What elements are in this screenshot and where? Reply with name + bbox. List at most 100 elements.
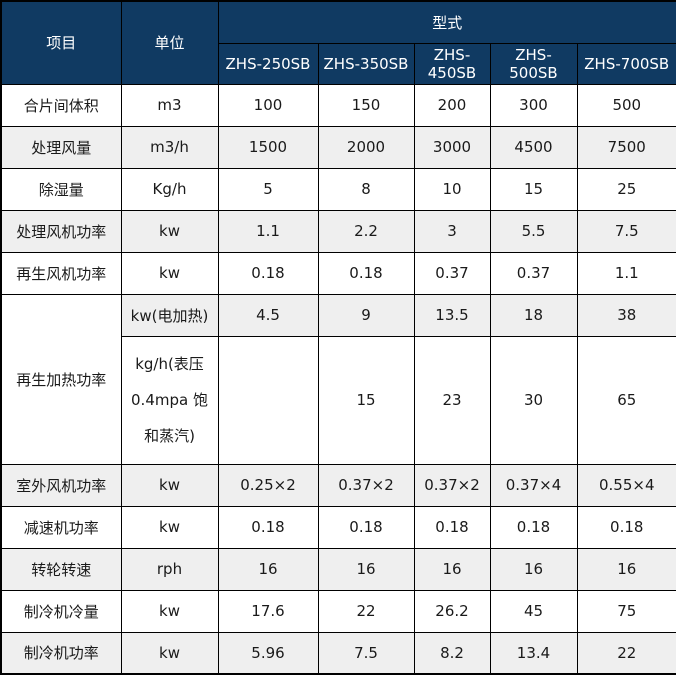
row-unit: kw: [120, 589, 219, 633]
cell-value: 3000: [413, 125, 491, 169]
cell-value: 45: [489, 589, 578, 633]
cell-value: 65: [576, 335, 676, 465]
row-unit: m3: [120, 83, 219, 127]
cell-value: 3: [413, 209, 491, 253]
cell-value: 16: [413, 547, 491, 591]
cell-value: 10: [413, 167, 491, 211]
cell-value: 0.37×2: [317, 463, 415, 507]
cell-value: 0.25×2: [217, 463, 319, 507]
row-unit: Kg/h: [120, 167, 219, 211]
cell-value: 13.4: [489, 631, 578, 675]
table-row-volume: 合片间体积 m3 100 150 200 300 500: [0, 83, 676, 127]
row-unit: kg/h(表压 0.4mpa 饱和蒸汽): [120, 335, 219, 465]
row-label: 制冷机功率: [0, 631, 122, 675]
table-row-regen-heat-electric: 再生加热功率 kw(电加热) 4.5 9 13.5 18 38: [0, 293, 676, 465]
cell-value: 5: [217, 167, 319, 211]
row-label: 处理风量: [0, 125, 122, 169]
cell-value: 0.18: [489, 505, 578, 549]
cell-value: 18: [489, 293, 578, 337]
model-header-zhs-450sb: ZHS-450SB: [413, 42, 491, 85]
row-label: 再生风机功率: [0, 251, 122, 295]
cell-value: 0.18: [413, 505, 491, 549]
cell-value: 100: [217, 83, 319, 127]
table-row-dehumidify: 除湿量 Kg/h 5 8 10 15 25: [0, 167, 676, 211]
cell-value: 200: [413, 83, 491, 127]
cell-value: 15: [317, 335, 415, 465]
column-header-unit: 单位: [120, 0, 219, 85]
cell-value: 25: [576, 167, 676, 211]
cell-value: 15: [489, 167, 578, 211]
row-label-regen-heat: 再生加热功率: [0, 293, 122, 465]
cell-value: 1.1: [217, 209, 319, 253]
cell-value: 0.18: [576, 505, 676, 549]
cell-value: 0.18: [317, 505, 415, 549]
row-label: 转轮转速: [0, 547, 122, 591]
table-row-reducer-power: 减速机功率 kw 0.18 0.18 0.18 0.18 0.18: [0, 505, 676, 549]
row-label: 处理风机功率: [0, 209, 122, 253]
table-header: 项目 单位 型式 ZHS-250SB ZHS-350SB ZHS-450SB Z…: [0, 0, 676, 85]
table-row-airflow: 处理风量 m3/h 1500 2000 3000 4500 7500: [0, 125, 676, 169]
cell-value: 7500: [576, 125, 676, 169]
table-row-chiller-power: 制冷机功率 kw 5.96 7.5 8.2 13.4 22: [0, 631, 676, 675]
header-row-models: ZHS-250SB ZHS-350SB ZHS-450SB ZHS-500SB …: [1, 42, 676, 85]
cell-value: 0.37: [413, 251, 491, 295]
cell-value: 22: [317, 589, 415, 633]
table-row-chiller-capacity: 制冷机冷量 kw 17.6 22 26.2 45 75: [0, 589, 676, 633]
column-header-item: 项目: [0, 0, 122, 85]
cell-value: 0.18: [217, 251, 319, 295]
cell-value: 4500: [489, 125, 578, 169]
cell-value: 8.2: [413, 631, 491, 675]
cell-value: 5.96: [217, 631, 319, 675]
table-body: 合片间体积 m3 100 150 200 300 500 处理风量 m3/h 1…: [0, 83, 676, 675]
cell-value: 0.37×4: [489, 463, 578, 507]
table-row-regen-fan-power: 再生风机功率 kw 0.18 0.18 0.37 0.37 1.1: [0, 251, 676, 295]
row-label: 制冷机冷量: [0, 589, 122, 633]
cell-value: 0.55×4: [576, 463, 676, 507]
model-header-zhs-500sb: ZHS-500SB: [489, 42, 578, 85]
cell-value: 500: [576, 83, 676, 127]
row-unit: kw: [120, 505, 219, 549]
row-unit: kw: [120, 631, 219, 675]
cell-value: 16: [576, 547, 676, 591]
cell-value: 23: [413, 335, 491, 465]
cell-value: 0.18: [317, 251, 415, 295]
cell-value: 150: [317, 83, 415, 127]
row-label: 除湿量: [0, 167, 122, 211]
cell-value: 4.5: [217, 293, 319, 337]
cell-value: 0.18: [217, 505, 319, 549]
model-header-zhs-250sb: ZHS-250SB: [217, 42, 319, 85]
model-header-zhs-700sb: ZHS-700SB: [576, 42, 676, 85]
cell-value: 9: [317, 293, 415, 337]
cell-value: 1.1: [576, 251, 676, 295]
cell-value: 16: [317, 547, 415, 591]
cell-value: 0.37×2: [413, 463, 491, 507]
row-unit: kw(电加热): [120, 293, 219, 337]
row-unit: kw: [120, 209, 219, 253]
cell-value: 30: [489, 335, 578, 465]
header-row-top: 项目 单位 型式: [0, 0, 676, 85]
cell-value: 7.5: [576, 209, 676, 253]
row-label: 减速机功率: [0, 505, 122, 549]
cell-value: 1500: [217, 125, 319, 169]
column-header-type: 型式: [217, 0, 676, 44]
cell-value: 16: [217, 547, 319, 591]
cell-value: 5.5: [489, 209, 578, 253]
table-row-process-fan-power: 处理风机功率 kw 1.1 2.2 3 5.5 7.5: [0, 209, 676, 253]
cell-value: 17.6: [217, 589, 319, 633]
row-unit: kw: [120, 251, 219, 295]
model-header-zhs-350sb: ZHS-350SB: [317, 42, 415, 85]
row-unit: m3/h: [120, 125, 219, 169]
cell-value: 16: [489, 547, 578, 591]
row-label: 合片间体积: [0, 83, 122, 127]
cell-value: 26.2: [413, 589, 491, 633]
cell-value: 0.37: [489, 251, 578, 295]
cell-value: 2.2: [317, 209, 415, 253]
cell-value: 7.5: [317, 631, 415, 675]
table-row-rotor-speed: 转轮转速 rph 16 16 16 16 16: [0, 547, 676, 591]
cell-value: 8: [317, 167, 415, 211]
cell-value: 13.5: [413, 293, 491, 337]
cell-value: 38: [576, 293, 676, 337]
cell-value: [217, 335, 319, 465]
